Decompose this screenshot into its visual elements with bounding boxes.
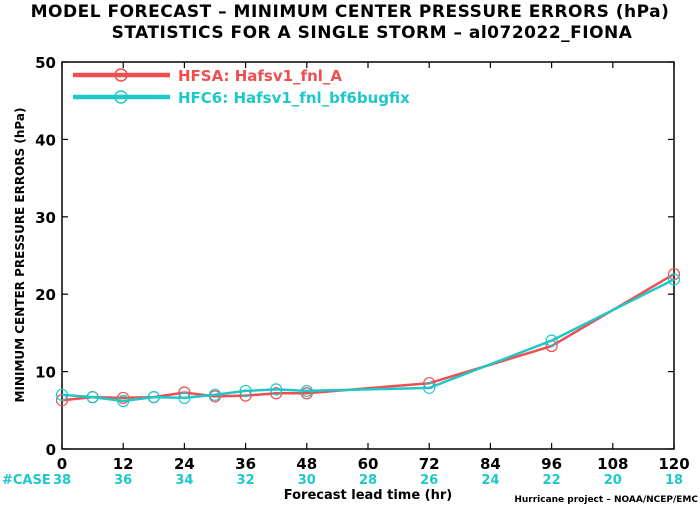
series-point-1 xyxy=(423,381,436,394)
case-count: 34 xyxy=(175,473,193,488)
series-point-1 xyxy=(147,391,160,404)
legend-label-0: HFSA: Hafsv1_fnl_A xyxy=(178,67,342,85)
y-tick-label: 40 xyxy=(35,131,56,149)
x-tick-label: 24 xyxy=(174,455,195,473)
chart-title: MODEL FORECAST – MINIMUM CENTER PRESSURE… xyxy=(31,2,670,22)
legend-marker-1 xyxy=(114,90,128,104)
x-tick-label: 60 xyxy=(358,455,379,473)
series-point-1 xyxy=(178,391,191,405)
legend: HFSA: Hafsv1_fnl_A HFC6: Hafsv1_fnl_bf6bu… xyxy=(73,67,410,107)
case-count: 26 xyxy=(420,473,438,488)
x-tick-label: 84 xyxy=(480,455,501,473)
series-line-1 xyxy=(61,278,675,403)
series-point-1 xyxy=(55,388,69,401)
case-count: 36 xyxy=(114,473,132,488)
series-point-1 xyxy=(545,334,558,347)
case-count: 32 xyxy=(237,473,255,488)
x-tick-label: 96 xyxy=(541,455,562,473)
y-tick-label: 0 xyxy=(46,441,56,459)
legend-label-1: HFC6: Hafsv1_fnl_bf6bugfix xyxy=(178,89,410,107)
x-tick-label: 36 xyxy=(235,455,256,473)
x-tick-label: 0 xyxy=(57,455,67,473)
chart-subtitle: STATISTICS FOR A SINGLE STORM – al072022… xyxy=(112,23,633,43)
series-point-1 xyxy=(270,383,283,396)
y-axis: 0 10 20 30 40 50 xyxy=(35,54,674,459)
x-axis: 0 12 24 36 48 60 72 84 96 108 120 xyxy=(57,62,690,473)
y-tick-label: 20 xyxy=(35,286,56,304)
series-point-1 xyxy=(208,388,222,401)
case-count: 28 xyxy=(359,473,377,488)
y-tick-label: 10 xyxy=(35,364,56,382)
legend-marker-0 xyxy=(114,68,128,82)
series-point-1 xyxy=(667,273,681,286)
credit-text: Hurricane project – NOAA/NCEP/EMC xyxy=(514,495,698,505)
series-point-1 xyxy=(86,391,99,404)
case-label: #CASE xyxy=(2,473,51,488)
series-line-0 xyxy=(61,273,675,402)
x-axis-label: Forecast lead time (hr) xyxy=(284,488,452,503)
x-tick-label: 108 xyxy=(597,455,628,473)
x-tick-label: 12 xyxy=(113,455,134,473)
series-point-0 xyxy=(117,391,130,405)
case-count: 20 xyxy=(604,473,622,488)
case-count: 18 xyxy=(665,473,683,488)
case-count: 38 xyxy=(53,473,71,488)
series-point-0 xyxy=(55,394,69,407)
x-tick-label: 72 xyxy=(419,455,440,473)
x-tick-label: 48 xyxy=(296,455,317,473)
case-count: 22 xyxy=(543,473,561,488)
plot-frame xyxy=(61,61,675,450)
y-tick-label: 50 xyxy=(35,54,56,72)
case-count: 30 xyxy=(298,473,316,488)
series-point-0 xyxy=(270,387,283,400)
series-layer xyxy=(55,267,681,408)
y-tick-label: 30 xyxy=(35,209,56,227)
case-counts: 38 36 34 32 30 28 26 24 22 20 18 xyxy=(53,473,683,488)
series-point-1 xyxy=(117,394,130,408)
series-point-1 xyxy=(300,384,313,398)
case-count: 24 xyxy=(481,473,499,488)
x-tick-label: 120 xyxy=(658,455,689,473)
y-axis-label: MINIMUM CENTER PRESSURE ERRORS (hPa) xyxy=(13,108,27,403)
series-point-1 xyxy=(239,384,252,398)
